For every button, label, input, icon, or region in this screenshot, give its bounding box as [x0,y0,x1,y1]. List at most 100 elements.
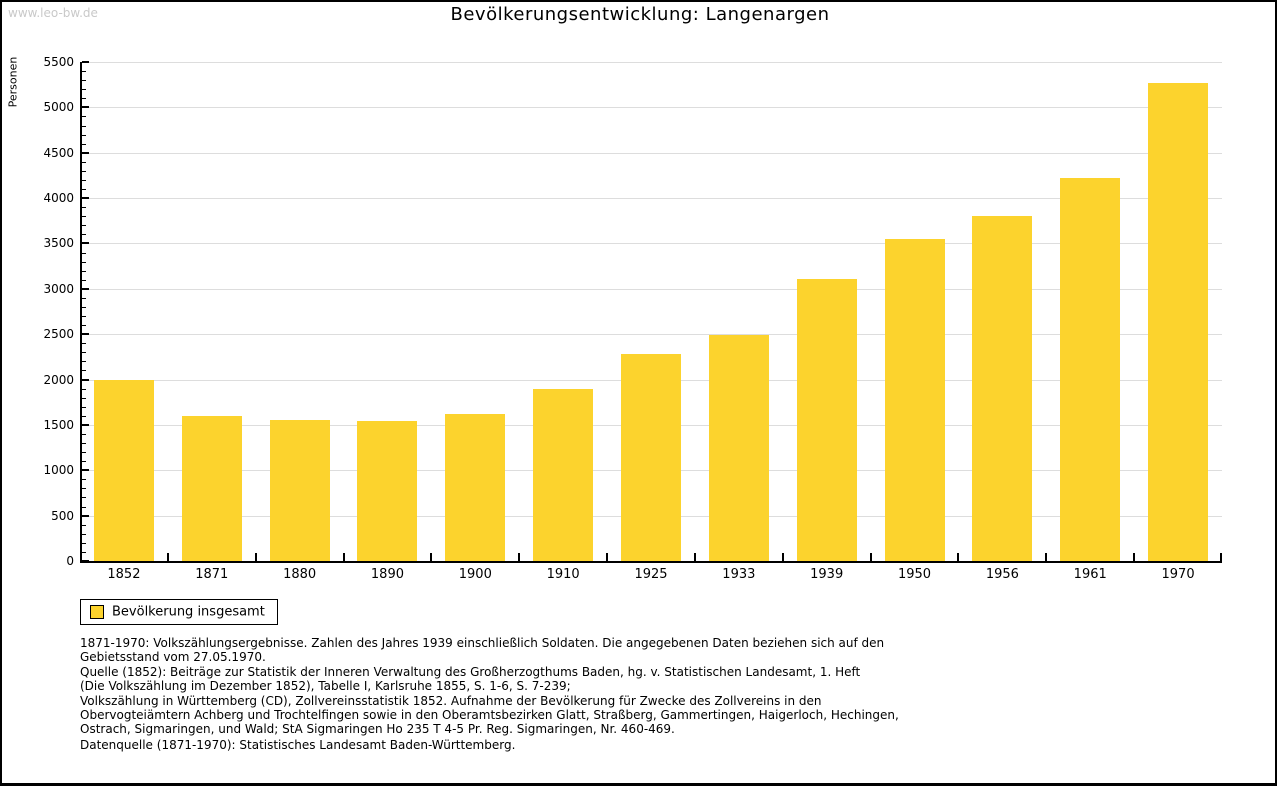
x-boundary-tick [518,553,521,561]
gridline [80,334,1222,336]
y-minor-tick [82,352,86,354]
x-tick-label-1925: 1925 [634,567,668,582]
y-minor-tick [82,134,86,136]
y-minor-tick [82,179,86,181]
plot-area: 0 500 1000 1500 2000 2500 3000 3500 4000 4500 5000… [43,55,1222,582]
x-boundary-tick [869,553,872,561]
y-minor-tick [82,542,86,544]
y-minor-tick [82,343,86,345]
gridline [80,198,1222,200]
x-tick-label-1961: 1961 [1073,567,1107,582]
y-minor-tick [82,316,86,318]
chart-title: Bevölkerungsentwicklung: Langenargen [450,4,830,25]
y-minor-tick [82,98,86,100]
y-major-tick [82,151,89,154]
y-tick-label: 0 [66,554,74,568]
bar-1880 [269,420,330,561]
y-minor-tick [82,234,86,236]
x-boundary-tick [254,553,257,561]
x-boundary-tick [693,553,696,561]
y-minor-tick [82,397,86,399]
y-minor-tick [82,406,86,408]
y-axis-title: Personen [6,56,20,108]
y-minor-tick [82,479,86,481]
x-tick-label-1970: 1970 [1161,567,1195,582]
y-tick-label: 2000 [43,372,74,387]
y-minor-tick [82,71,86,73]
bar-1852 [93,380,154,561]
y-minor-tick [82,80,86,82]
y-tick-label: 5000 [43,100,74,115]
y-minor-tick [82,497,86,499]
bar-1950 [884,239,945,561]
y-major-tick [82,197,89,200]
x-tick-label-1939: 1939 [810,567,844,582]
x-tick-label-1900: 1900 [458,567,492,582]
legend-box: Bevölkerung insgesamt [80,599,278,625]
y-minor-tick [82,270,86,272]
x-tick-label-1933: 1933 [722,567,756,582]
gridline [80,243,1222,245]
x-tick-label-1871: 1871 [195,567,229,582]
x-tick-label-1880: 1880 [283,567,317,582]
y-minor-tick [82,189,86,191]
y-minor-tick [82,116,86,118]
x-tick-label-1910: 1910 [546,567,580,582]
datasource-line: Datenquelle (1871-1970): Statistisches L… [80,738,516,752]
y-minor-tick [82,361,86,363]
y-minor-tick [82,279,86,281]
y-minor-tick [82,488,86,490]
gridline [80,152,1222,154]
x-tick-label-1890: 1890 [370,567,404,582]
y-minor-tick [82,388,86,390]
bar-1970 [1148,83,1209,561]
y-major-tick [82,514,89,517]
y-minor-tick [82,452,86,454]
y-minor-tick [82,524,86,526]
y-major-tick [82,560,89,562]
y-tick-label: 4500 [43,145,74,160]
y-tick-label: 4000 [43,191,74,206]
gridline [80,107,1222,109]
footnotes: 1871-1970: Volkszählungsergebnisse. Zahl… [80,636,899,737]
y-minor-tick [82,252,86,254]
y-minor-tick [82,461,86,463]
gridline [80,288,1222,290]
x-axis-line [80,561,1222,563]
y-minor-tick [82,207,86,209]
y-major-tick [82,423,89,426]
y-minor-tick [82,297,86,299]
y-major-tick [82,287,89,290]
x-boundary-tick [430,553,433,561]
y-axis-line [80,62,82,563]
y-tick-label: 1500 [43,417,74,432]
footnote-line: Obervogteiämtern Achberg und Trochtelfin… [80,707,899,722]
bar-1939 [796,279,857,561]
y-minor-tick [82,325,86,327]
y-minor-tick [82,506,86,508]
y-minor-tick [82,533,86,535]
y-tick-label: 3500 [43,236,74,251]
footnote-line: (Die Volkszählung im Dezember 1852), Tab… [80,679,571,694]
y-tick-label: 1000 [43,463,74,478]
y-minor-tick [82,161,86,163]
y-minor-tick [82,433,86,435]
y-major-tick [82,61,89,63]
y-minor-tick [82,89,86,91]
footnote-line: 1871-1970: Volkszählungsergebnisse. Zahl… [80,636,885,650]
x-tick-label-1950: 1950 [897,567,932,582]
bar-1871 [181,416,242,561]
x-boundary-tick [781,553,784,561]
y-minor-tick [82,225,86,227]
y-tick-label: 5500 [43,55,74,69]
bar-1910 [533,389,594,561]
x-boundary-tick [1220,553,1222,561]
y-minor-tick [82,125,86,127]
footnote-line: Gebietsstand vom 27.05.1970. [80,650,266,665]
y-major-tick [82,378,89,381]
legend-label: Bevölkerung insgesamt [112,604,265,620]
y-major-tick [82,242,89,245]
y-minor-tick [82,216,86,218]
x-boundary-tick [606,553,609,561]
